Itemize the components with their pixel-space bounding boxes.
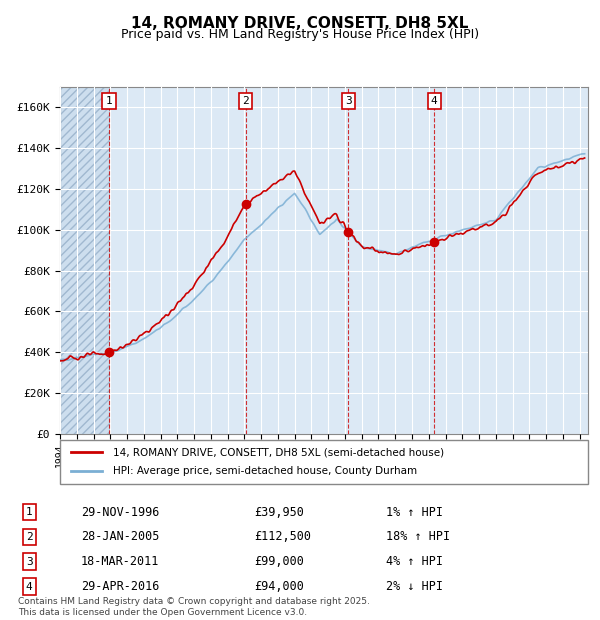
Text: HPI: Average price, semi-detached house, County Durham: HPI: Average price, semi-detached house,…: [113, 466, 417, 476]
Text: £39,950: £39,950: [254, 506, 304, 518]
Bar: [109, 87, 246, 434]
Text: 14, ROMANY DRIVE, CONSETT, DH8 5XL (semi-detached house): 14, ROMANY DRIVE, CONSETT, DH8 5XL (semi…: [113, 448, 444, 458]
Text: Price paid vs. HM Land Registry's House Price Index (HPI): Price paid vs. HM Land Registry's House …: [121, 28, 479, 41]
Text: 18% ↑ HPI: 18% ↑ HPI: [386, 531, 451, 543]
Text: 14, ROMANY DRIVE, CONSETT, DH8 5XL: 14, ROMANY DRIVE, CONSETT, DH8 5XL: [131, 16, 469, 30]
Bar: [60, 87, 109, 434]
Text: 1% ↑ HPI: 1% ↑ HPI: [386, 506, 443, 518]
Text: 4% ↑ HPI: 4% ↑ HPI: [386, 556, 443, 568]
Text: 3: 3: [345, 96, 352, 106]
Text: 28-JAN-2005: 28-JAN-2005: [81, 531, 160, 543]
Text: 29-APR-2016: 29-APR-2016: [81, 580, 160, 593]
Text: 1: 1: [26, 507, 32, 517]
FancyBboxPatch shape: [60, 440, 588, 484]
Bar: [246, 87, 349, 434]
Text: 4: 4: [431, 96, 437, 106]
Text: Contains HM Land Registry data © Crown copyright and database right 2025.
This d: Contains HM Land Registry data © Crown c…: [18, 598, 370, 617]
Text: £99,000: £99,000: [254, 556, 304, 568]
Text: 29-NOV-1996: 29-NOV-1996: [81, 506, 160, 518]
Text: 2: 2: [26, 532, 32, 542]
Bar: [434, 87, 588, 434]
Text: 4: 4: [26, 582, 32, 591]
Bar: [349, 87, 434, 434]
Text: 2: 2: [242, 96, 249, 106]
Text: 18-MAR-2011: 18-MAR-2011: [81, 556, 160, 568]
Text: 3: 3: [26, 557, 32, 567]
Text: £94,000: £94,000: [254, 580, 304, 593]
Bar: [60, 87, 109, 434]
Text: £112,500: £112,500: [254, 531, 311, 543]
Text: 1: 1: [106, 96, 112, 106]
Text: 2% ↓ HPI: 2% ↓ HPI: [386, 580, 443, 593]
